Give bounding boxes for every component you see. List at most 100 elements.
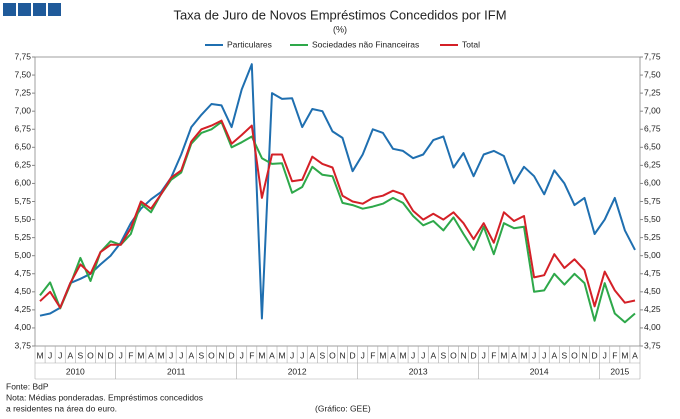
- y2-tick-label: 5,25: [644, 232, 661, 242]
- x-tick-label: J: [532, 350, 536, 360]
- x-tick-label: F: [491, 350, 496, 360]
- x-tick-label: O: [208, 350, 215, 360]
- plot-frame: [34, 56, 641, 347]
- y-tick-label: 5,75: [14, 196, 31, 206]
- note: Nota: Médias ponderadas. Empréstimos con…: [6, 392, 203, 402]
- x-tick-label: F: [128, 350, 133, 360]
- x-tick-label: J: [119, 350, 123, 360]
- x-tick-label: F: [370, 350, 375, 360]
- year-label: 2013: [409, 366, 428, 376]
- y-tick-label: 4,00: [14, 322, 31, 332]
- y-tick-label: 5,50: [14, 214, 31, 224]
- x-tick-label: D: [592, 350, 598, 360]
- x-tick-label: J: [300, 350, 304, 360]
- x-tick-label: M: [258, 350, 265, 360]
- x-tick-label: M: [399, 350, 406, 360]
- year-label: 2011: [167, 366, 186, 376]
- y-tick-label: 3,75: [14, 340, 31, 350]
- x-tick-label: S: [562, 350, 568, 360]
- x-tick-label: N: [339, 350, 345, 360]
- x-tick-label: A: [430, 350, 436, 360]
- x-tick-label: J: [361, 350, 365, 360]
- x-tick-label: S: [78, 350, 84, 360]
- y-tick-label: 6,75: [14, 124, 31, 134]
- y-tick-label: 7,00: [14, 105, 31, 115]
- x-tick-label: A: [551, 350, 557, 360]
- x-tick-label: J: [179, 350, 183, 360]
- x-tick-label: A: [67, 350, 73, 360]
- year-label: 2010: [66, 366, 85, 376]
- x-tick-label: J: [482, 350, 486, 360]
- x-tick-label: J: [421, 350, 425, 360]
- y2-tick-label: 7,50: [644, 69, 661, 79]
- y-tick-label: 6,50: [14, 142, 31, 152]
- y-tick-label: 7,25: [14, 87, 31, 97]
- note: a residentes na área do euro.: [6, 403, 117, 413]
- x-tick-label: A: [632, 350, 638, 360]
- y2-tick-label: 4,75: [644, 268, 661, 278]
- y2-tick-label: 6,75: [644, 124, 661, 134]
- x-tick-label: J: [58, 350, 62, 360]
- y-tick-label: 7,75: [14, 51, 31, 61]
- chart-subtitle: (%): [333, 24, 347, 34]
- x-tick-label: S: [441, 350, 447, 360]
- x-tick-label: J: [542, 350, 546, 360]
- y-tick-label: 4,25: [14, 304, 31, 314]
- y2-tick-label: 6,25: [644, 160, 661, 170]
- y-tick-label: 4,50: [14, 286, 31, 296]
- y2-tick-label: 7,25: [644, 87, 661, 97]
- x-tick-label: N: [97, 350, 103, 360]
- x-tick-label: D: [229, 350, 235, 360]
- legend-label: Particulares: [227, 39, 272, 49]
- year-label: 2012: [288, 366, 307, 376]
- x-tick-label: F: [612, 350, 617, 360]
- y2-tick-label: 6,00: [644, 178, 661, 188]
- x-tick-label: N: [460, 350, 466, 360]
- y-tick-label: 5,25: [14, 232, 31, 242]
- y-tick-label: 6,00: [14, 178, 31, 188]
- x-tick-label: D: [471, 350, 477, 360]
- x-tick-label: D: [108, 350, 114, 360]
- series-line: [39, 121, 636, 324]
- y2-tick-label: 5,75: [644, 196, 661, 206]
- y2-tick-label: 5,50: [644, 214, 661, 224]
- logo: [3, 3, 61, 16]
- x-tick-label: M: [500, 350, 507, 360]
- x-tick-label: S: [320, 350, 326, 360]
- x-tick-label: M: [137, 350, 144, 360]
- x-tick-label: O: [87, 350, 94, 360]
- x-tick-label: S: [199, 350, 205, 360]
- x-tick-label: A: [390, 350, 396, 360]
- legend-label: Total: [462, 39, 480, 49]
- x-tick-label: M: [520, 350, 527, 360]
- y-tick-label: 5,00: [14, 250, 31, 260]
- chart-title: Taxa de Juro de Novos Empréstimos Conced…: [173, 7, 506, 22]
- x-tick-label: J: [169, 350, 173, 360]
- y2-tick-label: 7,75: [644, 51, 661, 61]
- x-tick-label: J: [603, 350, 607, 360]
- y2-tick-label: 4,25: [644, 304, 661, 314]
- y2-tick-label: 6,50: [644, 142, 661, 152]
- series-line: [39, 119, 636, 309]
- x-tick-label: O: [329, 350, 336, 360]
- y-tick-label: 4,75: [14, 268, 31, 278]
- x-tick-label: M: [278, 350, 285, 360]
- legend-label: Sociedades não Financeiras: [312, 39, 419, 49]
- x-tick-label: A: [188, 350, 194, 360]
- y-tick-label: 6,25: [14, 160, 31, 170]
- y-tick-label: 7,50: [14, 69, 31, 79]
- x-tick-label: D: [350, 350, 356, 360]
- credit: (Gráfico: GEE): [315, 403, 371, 413]
- x-tick-label: M: [621, 350, 628, 360]
- x-tick-label: A: [309, 350, 315, 360]
- x-tick-label: J: [48, 350, 52, 360]
- x-tick-label: J: [240, 350, 244, 360]
- x-tick-label: M: [157, 350, 164, 360]
- x-tick-label: M: [379, 350, 386, 360]
- x-tick-label: J: [290, 350, 294, 360]
- y2-tick-label: 4,00: [644, 322, 661, 332]
- y2-tick-label: 4,50: [644, 286, 661, 296]
- x-tick-label: J: [411, 350, 415, 360]
- x-tick-label: O: [571, 350, 578, 360]
